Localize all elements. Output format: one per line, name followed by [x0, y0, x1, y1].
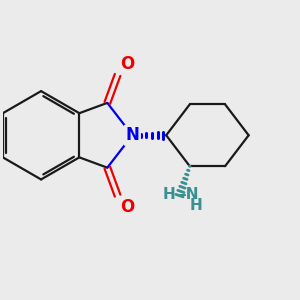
Text: O: O: [120, 198, 134, 216]
Text: –N: –N: [178, 187, 199, 202]
Text: O: O: [120, 55, 134, 73]
Text: H: H: [189, 198, 202, 213]
Text: H: H: [162, 187, 175, 202]
Text: N: N: [125, 126, 139, 144]
